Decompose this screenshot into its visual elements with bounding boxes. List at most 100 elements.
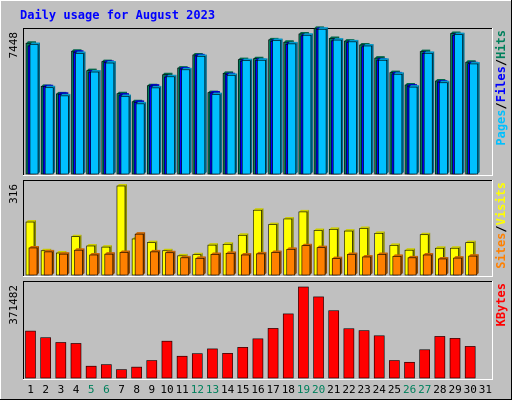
bar-sites-day-14 bbox=[225, 251, 237, 276]
bar-kbytes-day-14 bbox=[222, 353, 233, 379]
bar-kbytes-day-5 bbox=[85, 365, 97, 379]
bar-sites-day-2-top bbox=[44, 249, 55, 252]
bar-kbytes-day-27 bbox=[419, 349, 430, 379]
bar-sites-day-7-face bbox=[119, 252, 129, 276]
bar-hits-day-24-top bbox=[374, 56, 385, 59]
bar-sites-day-28-side bbox=[446, 256, 449, 275]
bar-sites-day-9-top bbox=[150, 249, 161, 252]
bar-sites-day-14-side bbox=[234, 251, 237, 275]
bar-pages-day-25-side bbox=[401, 72, 404, 174]
bar-pages-day-22-side bbox=[356, 39, 359, 174]
bar-visits-day-12-top bbox=[192, 252, 203, 255]
bar-pages-day-2-face bbox=[44, 87, 54, 175]
bar-pages-day-17-top bbox=[272, 38, 283, 41]
bar-pages-day-1-face bbox=[29, 44, 39, 175]
bar-pages-day-12-top bbox=[196, 54, 207, 57]
x-axis-labels: 1 2 3 4 5 6 7 8 9 10 11 12 13 14 15 16 17 18 19 20 21 22 23 24 2… bbox=[27, 383, 492, 396]
bar-pages-day-9 bbox=[150, 85, 162, 175]
bar-visits-day-28-top bbox=[435, 246, 446, 249]
bar-pages-day-19-face bbox=[302, 34, 312, 175]
bar-pages-day-3-side bbox=[68, 93, 71, 174]
bar-pages-day-28 bbox=[439, 80, 450, 175]
bar-sites-day-26-top bbox=[408, 255, 419, 258]
bar-sites-day-22-face bbox=[347, 254, 356, 276]
bar-sites-day-26-side bbox=[416, 255, 419, 275]
side-legend-separator: / bbox=[494, 225, 508, 232]
bar-sites-day-16-side bbox=[264, 251, 267, 275]
bar-sites-day-29-side bbox=[461, 256, 464, 275]
bar-visits-day-29-top bbox=[450, 246, 461, 249]
bar-pages-day-4 bbox=[75, 51, 86, 175]
x-tick-label-day-30: 30 bbox=[464, 383, 477, 396]
bar-sites-day-5 bbox=[89, 253, 100, 276]
bar-pages-day-10-side bbox=[174, 74, 177, 174]
bar-sites-day-30-side bbox=[476, 254, 479, 275]
bar-sites-day-19-face bbox=[301, 245, 311, 276]
bar-visits-day-10-top bbox=[162, 248, 173, 251]
bar-sites-day-29 bbox=[453, 256, 464, 276]
side-legend-sites: Sites bbox=[494, 233, 508, 269]
bar-visits-day-19-top bbox=[298, 209, 309, 212]
bar-pages-day-7 bbox=[120, 94, 131, 175]
bar-kbytes-day-13 bbox=[207, 348, 218, 379]
bar-pages-day-3 bbox=[60, 93, 71, 175]
bar-pages-day-15-top bbox=[242, 58, 253, 61]
bar-sites-day-14-face bbox=[225, 253, 235, 276]
bar-pages-day-14-top bbox=[227, 73, 238, 76]
bar-pages-day-2 bbox=[44, 85, 56, 175]
bar-sites-day-28-top bbox=[438, 256, 449, 259]
bar-sites-day-23-side bbox=[370, 254, 373, 275]
bar-visits-day-9-top bbox=[147, 240, 158, 243]
bar-sites-day-17-side bbox=[279, 250, 282, 275]
bar-sites-day-22-side bbox=[355, 252, 358, 275]
bar-pages-day-20-side bbox=[326, 27, 329, 175]
bar-sites-day-18 bbox=[286, 247, 297, 276]
bar-pages-day-21-face bbox=[332, 39, 342, 175]
bar-pages-day-19 bbox=[302, 33, 313, 175]
bar-pages-day-9-top bbox=[151, 85, 162, 88]
bar-pages-day-23-top bbox=[363, 43, 374, 46]
bar-sites-day-12 bbox=[195, 256, 206, 276]
panel-kbytes: 371482 KBytes bbox=[7, 281, 508, 380]
bar-kbytes-day-18 bbox=[282, 313, 294, 379]
bar-kbytes-day-7 bbox=[116, 369, 127, 379]
bar-pages-day-26-top bbox=[409, 85, 420, 88]
bar-sites-day-3-side bbox=[67, 252, 70, 275]
bar-sites-day-9-face bbox=[149, 251, 159, 276]
bar-pages-day-18-top bbox=[287, 41, 298, 44]
x-tick-label-day-15: 15 bbox=[236, 383, 249, 396]
bar-kbytes-day-20 bbox=[313, 296, 324, 379]
bar-sites-day-15-top bbox=[241, 253, 252, 256]
x-tick-label-day-3: 3 bbox=[58, 383, 65, 396]
bar-sites-day-9-side bbox=[158, 249, 161, 275]
bar-pages-day-29-side bbox=[462, 32, 465, 174]
bar-sites-day-11-face bbox=[180, 257, 189, 276]
bar-sites-day-4-side bbox=[82, 248, 85, 275]
bar-sites-day-8-side bbox=[143, 232, 146, 275]
bar-sites-day-15-face bbox=[240, 254, 250, 276]
bar-sites-day-13-side bbox=[218, 252, 221, 275]
bar-pages-day-22-top bbox=[348, 39, 359, 42]
bar-sites-day-22 bbox=[347, 252, 358, 276]
bar-sites-day-1-side bbox=[37, 245, 39, 275]
bar-pages-day-30-face bbox=[469, 63, 478, 175]
bar-pages-day-5 bbox=[90, 70, 101, 175]
bar-sites-day-21 bbox=[331, 256, 343, 276]
bar-sites-day-24-side bbox=[385, 252, 388, 275]
bar-sites-day-29-face bbox=[453, 257, 462, 276]
bar-kbytes-day-8 bbox=[131, 366, 142, 379]
bar-sites-day-30-top bbox=[468, 254, 479, 257]
x-tick-label-day-16: 16 bbox=[251, 383, 264, 396]
bar-pages-day-26 bbox=[408, 85, 420, 175]
bar-sites-day-20-face bbox=[316, 247, 326, 276]
bar-pages-day-5-top bbox=[90, 70, 101, 73]
panel-max-label: 316 bbox=[7, 184, 20, 204]
bar-sites-day-19 bbox=[301, 243, 312, 276]
bar-pages-day-23-side bbox=[371, 43, 374, 175]
bar-sites-day-18-side bbox=[294, 247, 297, 275]
bar-sites-day-12-face bbox=[195, 258, 205, 276]
x-tick-label-day-19: 19 bbox=[297, 383, 310, 396]
bar-pages-day-29 bbox=[454, 32, 465, 175]
